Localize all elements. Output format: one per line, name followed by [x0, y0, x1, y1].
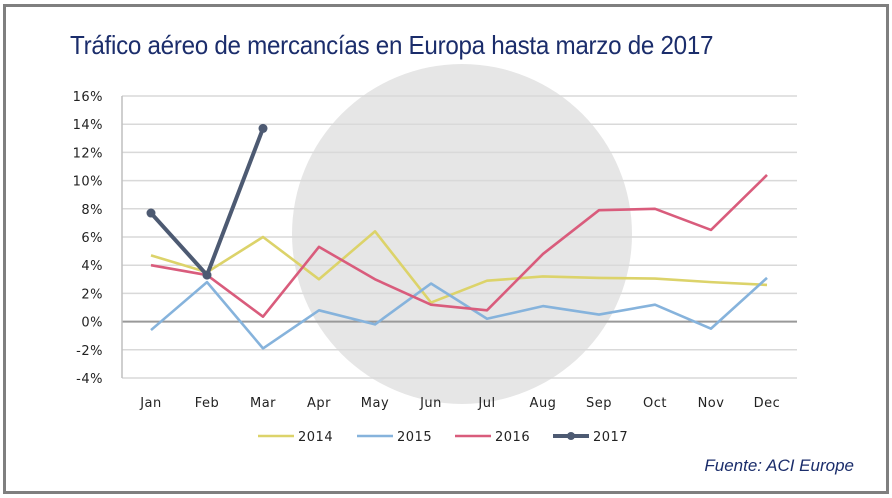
watermark-logo	[292, 64, 632, 404]
legend-label: 2015	[397, 430, 432, 445]
y-tick-label: 4%	[81, 259, 103, 274]
x-tick-label: Feb	[195, 396, 220, 411]
x-tick-label: Oct	[643, 396, 667, 411]
x-tick-label: Jul	[477, 396, 495, 411]
x-tick-label: Jan	[139, 396, 162, 411]
y-tick-label: 8%	[81, 203, 103, 218]
x-tick-label: Dec	[754, 396, 781, 411]
series-line-2016	[150, 174, 768, 318]
y-tick-label: -4%	[76, 372, 103, 387]
legend-label: 2017	[593, 430, 628, 445]
x-tick-label: Sep	[586, 396, 612, 411]
x-tick-label: Mar	[250, 396, 276, 411]
chart-title: Tráfico aéreo de mercancías en Europa ha…	[70, 30, 714, 60]
y-tick-label: -2%	[76, 344, 103, 359]
y-tick-label: 14%	[73, 118, 103, 133]
x-tick-label: Aug	[530, 396, 557, 411]
x-tick-label: Nov	[698, 396, 725, 411]
legend-label: 2016	[495, 430, 530, 445]
data-point-2017	[146, 208, 156, 218]
series-line-2017	[149, 127, 265, 278]
legend-marker	[567, 432, 575, 440]
y-tick-label: 6%	[81, 231, 103, 246]
series-line-2014	[150, 230, 768, 304]
x-tick-label: Jun	[419, 396, 442, 411]
legend-label: 2014	[298, 430, 333, 445]
y-tick-label: 12%	[73, 146, 103, 161]
source-note: Fuente: ACI Europe	[704, 456, 854, 475]
y-tick-label: 10%	[73, 175, 103, 190]
y-tick-label: 16%	[73, 90, 103, 105]
data-point-2017	[258, 123, 268, 133]
series-line-2015	[150, 276, 768, 350]
y-tick-label: 2%	[81, 287, 103, 302]
x-tick-label: Apr	[307, 396, 331, 411]
data-point-2017	[202, 270, 212, 280]
y-tick-label: 0%	[81, 316, 103, 331]
x-tick-label: May	[361, 396, 389, 411]
